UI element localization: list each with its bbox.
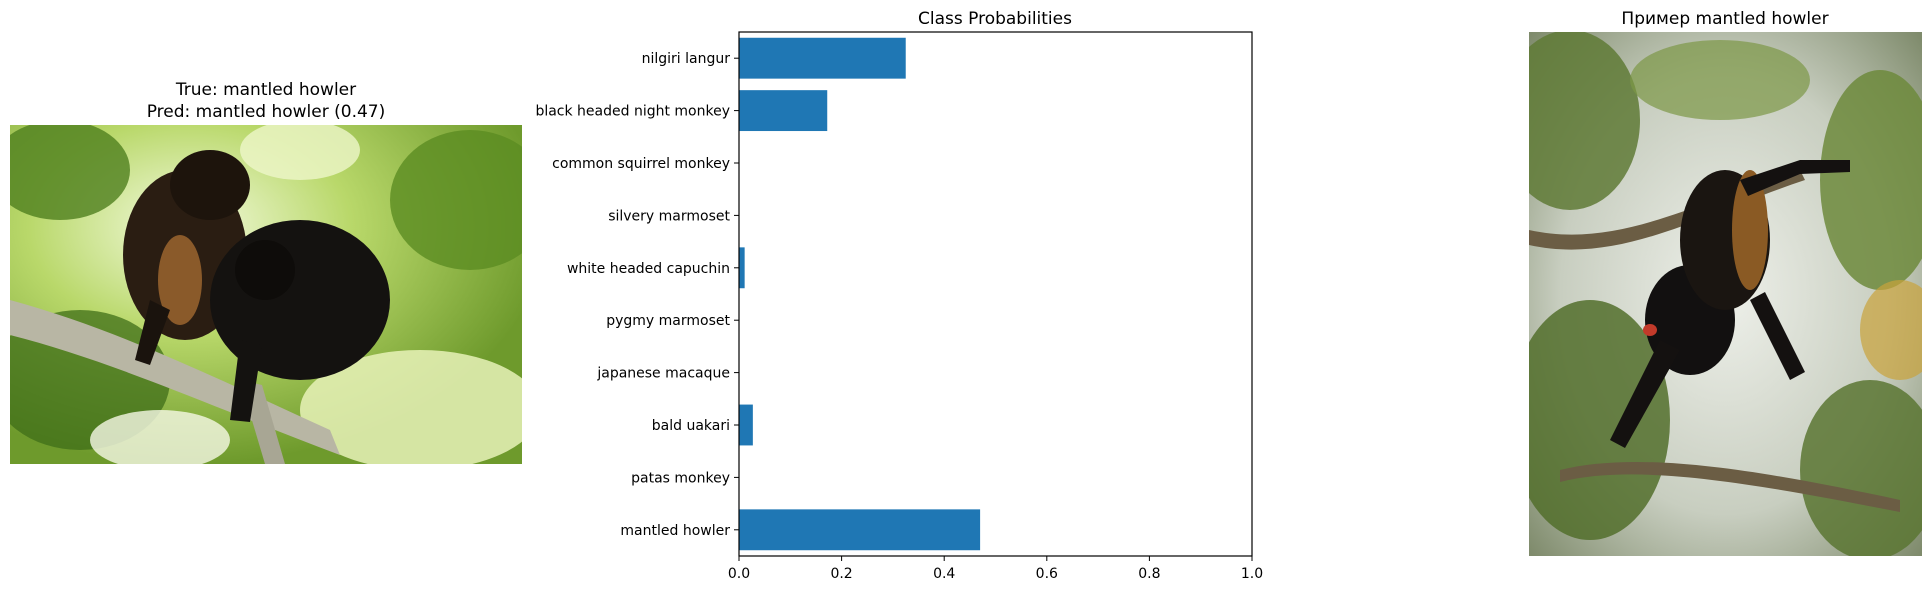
x-tick-label: 0.0 <box>728 566 750 582</box>
y-tick-label: bald uakari <box>652 418 730 434</box>
y-tick-label: mantled howler <box>620 523 730 539</box>
y-axis-ticks: nilgiri langur black headed night monkey c… <box>535 51 739 539</box>
x-tick-label: 0.4 <box>933 566 955 582</box>
y-tick-label: nilgiri langur <box>642 51 731 67</box>
right-monkey-photo <box>1529 32 1922 556</box>
x-tick-label: 0.8 <box>1138 566 1160 582</box>
y-tick-label: black headed night monkey <box>535 104 730 120</box>
x-tick-label: 1.0 <box>1241 566 1263 582</box>
y-tick-label: patas monkey <box>631 470 730 486</box>
y-tick-label: japanese macaque <box>596 366 730 382</box>
bar-white-headed-capuchin <box>739 247 745 289</box>
y-tick-label: white headed capuchin <box>567 261 730 277</box>
bar-bald-uakari <box>739 404 753 446</box>
left-title-true: True: mantled howler <box>175 80 356 100</box>
left-panel: True: mantled howler Pred: mantled howle… <box>10 80 522 464</box>
probability-bar-chart: Class Probabilities nilgiri langur black … <box>535 9 1263 582</box>
y-tick-label: silvery marmoset <box>608 208 730 224</box>
left-title-pred: Pred: mantled howler (0.47) <box>147 102 386 122</box>
y-tick-label: common squirrel monkey <box>552 156 730 172</box>
bar-nilgiri-langur <box>739 37 906 79</box>
left-monkey-photo <box>10 125 522 464</box>
x-tick-label: 0.6 <box>1036 566 1058 582</box>
x-tick-label: 0.2 <box>830 566 852 582</box>
axes-frame <box>738 31 1253 557</box>
right-panel: Пример mantled howler <box>1529 9 1922 556</box>
y-tick-label: pygmy marmoset <box>606 313 730 329</box>
x-axis-ticks: 0.0 0.2 0.4 0.6 0.8 1.0 <box>728 556 1263 582</box>
chart-title: Class Probabilities <box>918 9 1072 29</box>
right-title: Пример mantled howler <box>1621 9 1828 29</box>
bars-group <box>739 37 981 551</box>
bar-mantled-howler <box>739 509 981 551</box>
bar-black-headed-night-monkey <box>739 90 828 132</box>
